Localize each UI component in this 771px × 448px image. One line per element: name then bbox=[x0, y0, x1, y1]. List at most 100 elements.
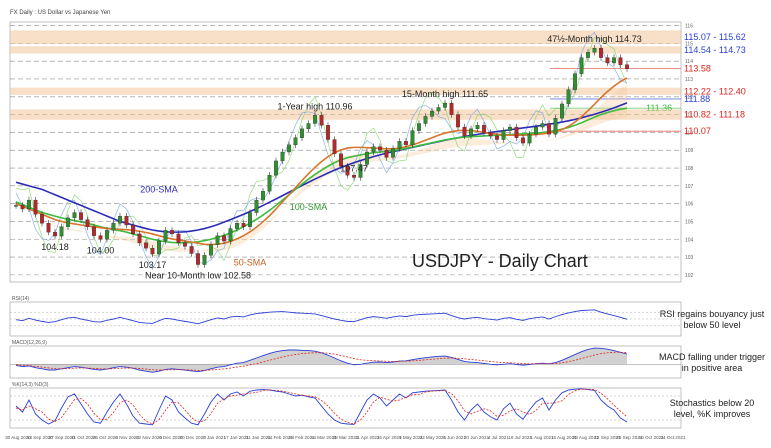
y-tick-label: 115 bbox=[685, 41, 693, 47]
candle-body bbox=[443, 102, 447, 108]
candle-body bbox=[378, 146, 382, 151]
candle-body bbox=[625, 64, 629, 69]
candle-body bbox=[605, 57, 610, 64]
annotation-label: 47½-Month high 114.73 bbox=[547, 34, 641, 44]
x-tick-label: 11 Oct 2020 bbox=[71, 435, 96, 440]
x-tick-label: 8 Nov 2020 bbox=[115, 435, 139, 440]
x-tick-label: 25 Apr 2021 bbox=[377, 435, 402, 440]
candle-body bbox=[280, 151, 285, 162]
x-tick-label: 1 Aug 2021 bbox=[530, 435, 554, 440]
candle-body bbox=[222, 235, 226, 242]
candle-body bbox=[79, 212, 83, 220]
x-tick-label: 14 Feb 2021 bbox=[267, 435, 293, 440]
x-tick-label: 11 Apr 2021 bbox=[355, 435, 380, 440]
x-tick-label: 28 Feb 2021 bbox=[289, 435, 315, 440]
level-zone bbox=[10, 46, 681, 54]
candle-body bbox=[514, 126, 519, 138]
candle-body bbox=[436, 107, 441, 112]
indicator-label: MACD(12,26,9) bbox=[12, 340, 47, 346]
x-tick-label: 12 Sep 2021 bbox=[594, 435, 621, 440]
x-tick-label: 3 Jan 2021 bbox=[203, 435, 226, 440]
candle-body bbox=[241, 223, 246, 227]
candle-body bbox=[170, 230, 174, 235]
candle-body bbox=[462, 126, 467, 137]
indicator-line bbox=[15, 347, 628, 373]
candle-body bbox=[215, 235, 220, 245]
candle-body bbox=[287, 144, 291, 153]
candle-body bbox=[267, 175, 272, 192]
x-tick-label: 6 Jun 2021 bbox=[443, 435, 466, 440]
indicator-note: in positive area bbox=[682, 363, 743, 373]
candle-body bbox=[579, 57, 584, 74]
candle-body bbox=[475, 125, 480, 129]
x-tick-label: 26 Sep 2021 bbox=[616, 435, 643, 440]
candle-body bbox=[59, 226, 64, 237]
candle-body bbox=[397, 141, 402, 149]
candle-body bbox=[306, 123, 311, 129]
candle-body bbox=[274, 160, 278, 176]
annotation-label: 50-SMA bbox=[234, 258, 267, 268]
candle-body bbox=[313, 115, 317, 124]
level-label: 112.22 - 112.40 bbox=[684, 86, 746, 96]
y-tick-label: 107 bbox=[685, 184, 694, 190]
candle-body bbox=[430, 110, 434, 117]
y-tick-label: 109 bbox=[685, 148, 694, 154]
candle-body bbox=[573, 73, 577, 90]
candle-body bbox=[319, 115, 324, 126]
candle-body bbox=[521, 137, 525, 144]
candle-body bbox=[352, 175, 356, 178]
level-zone bbox=[10, 109, 681, 120]
candle-body bbox=[560, 103, 564, 119]
sma-line bbox=[15, 77, 628, 246]
x-tick-label: 30 Aug 2020 bbox=[5, 435, 31, 440]
y-tick-label: 112 bbox=[685, 95, 693, 101]
x-tick-label: 13 Sep 2020 bbox=[27, 435, 54, 440]
candle-body bbox=[248, 212, 252, 227]
indicator-label: %K(14,3) %D(3) bbox=[12, 382, 49, 388]
indicator-line bbox=[15, 388, 628, 426]
y-tick-label: 111 bbox=[685, 113, 693, 119]
candle-body bbox=[456, 114, 460, 128]
candle-body bbox=[586, 52, 590, 58]
y-tick-label: 104 bbox=[685, 237, 694, 243]
annotation-label: 1-Year high 110.96 bbox=[277, 101, 352, 111]
candle-body bbox=[527, 134, 532, 144]
candle-body bbox=[488, 132, 493, 137]
x-tick-label: 9 May 2021 bbox=[399, 435, 423, 440]
annotation-label: 104.18 bbox=[41, 242, 69, 252]
candle-body bbox=[365, 151, 369, 165]
candle-body bbox=[40, 214, 44, 224]
candle-body bbox=[482, 125, 486, 133]
candle-body bbox=[85, 219, 90, 227]
level-label: 110.82 - 111.18 bbox=[684, 110, 745, 120]
x-tick-label: 20 Jun 2021 bbox=[464, 435, 490, 440]
candle-body bbox=[358, 164, 363, 178]
indicator-note: MACD falling under trigger bbox=[659, 352, 765, 362]
candle-body bbox=[92, 226, 96, 236]
y-tick-label: 110 bbox=[685, 130, 693, 136]
indicator-note: below 50 level bbox=[683, 320, 740, 330]
x-tick-label: 4 Jul 2021 bbox=[488, 435, 510, 440]
annotation-label: Near 10-Month low 102.58 bbox=[145, 271, 251, 281]
candle-body bbox=[326, 125, 330, 140]
candle-body bbox=[209, 244, 213, 256]
level-label: 110.07 bbox=[684, 126, 711, 136]
candle-body bbox=[72, 212, 77, 219]
candle-body bbox=[404, 141, 408, 146]
candle-body bbox=[131, 224, 135, 235]
candle-body bbox=[449, 102, 454, 115]
candle-body bbox=[118, 215, 122, 224]
x-tick-label: 27 Sep 2020 bbox=[49, 435, 76, 440]
x-tick-label: 24 Oct 2021 bbox=[660, 435, 685, 440]
annotation-label: 200-SMA bbox=[140, 184, 178, 194]
sma-line bbox=[15, 107, 628, 244]
candle-body bbox=[332, 139, 337, 154]
level-label: 114.54 - 114.73 bbox=[684, 45, 746, 55]
x-tick-label: 18 Jul 2021 bbox=[508, 435, 532, 440]
indicator-note: RSI regains bouyancy just bbox=[660, 309, 765, 319]
annotation-label: 104.00 bbox=[87, 245, 115, 255]
x-tick-label: 17 Jan 2021 bbox=[224, 435, 250, 440]
